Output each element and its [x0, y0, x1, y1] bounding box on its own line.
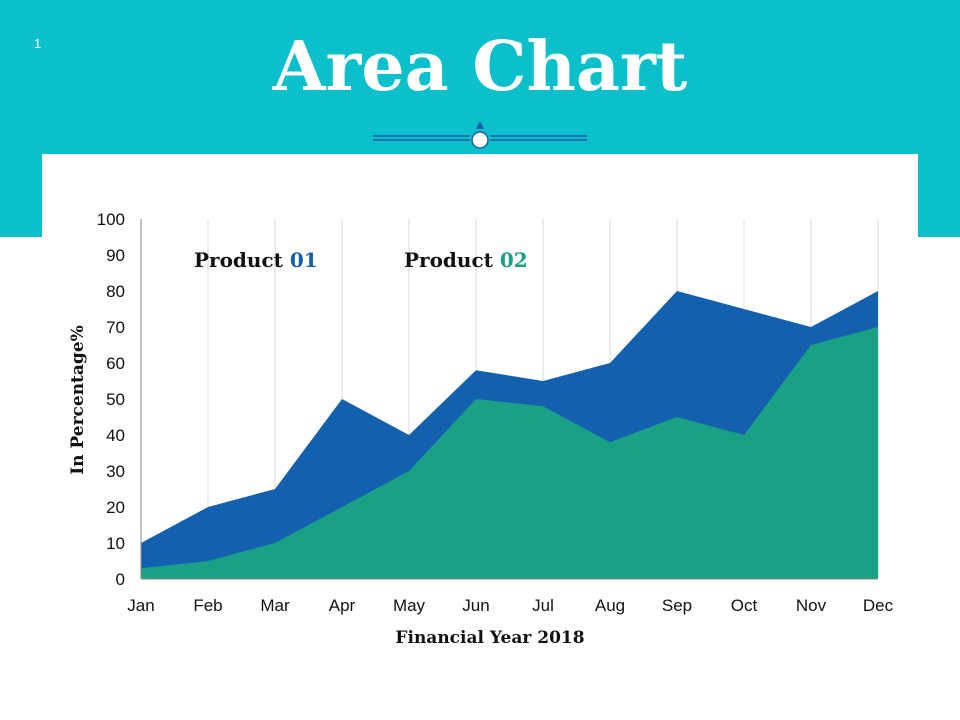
y-tick-label: 80	[106, 282, 125, 301]
y-tick-label: 60	[106, 354, 125, 373]
x-tick-label: Apr	[329, 596, 356, 615]
y-tick-label: 40	[106, 426, 125, 445]
title-divider	[373, 121, 587, 149]
y-tick-label: 70	[106, 318, 125, 337]
x-tick-label: Mar	[260, 596, 290, 615]
slide-title: Area Chart	[272, 27, 688, 107]
legend-product-02-num: 02	[499, 248, 528, 272]
x-tick-label: Jun	[462, 596, 489, 615]
x-tick-label: Aug	[595, 596, 625, 615]
legend-product-02-label: Product	[404, 248, 500, 272]
y-tick-label: 50	[106, 390, 125, 409]
y-tick-label: 20	[106, 498, 125, 517]
area-layer	[141, 291, 878, 579]
x-tick-label: Jul	[532, 596, 554, 615]
x-tick-label: Oct	[731, 596, 758, 615]
y-tick-label: 30	[106, 462, 125, 481]
legend-product-01-num: 01	[289, 248, 318, 272]
x-tick-label: Dec	[863, 596, 894, 615]
y-tick-label: 90	[106, 246, 125, 265]
x-tick-label: May	[393, 596, 426, 615]
legend-product-01-label: Product	[194, 248, 290, 272]
x-tick-label: Jan	[127, 596, 154, 615]
x-tick-label: Sep	[662, 596, 692, 615]
x-tick-label: Nov	[796, 596, 827, 615]
x-tick-label: Feb	[193, 596, 222, 615]
slide-number: 1	[34, 36, 42, 51]
y-tick-label: 0	[116, 570, 125, 589]
axis-layer	[140, 219, 878, 580]
y-axis-title: In Percentage%	[68, 325, 88, 475]
area-series-2	[141, 327, 878, 579]
y-tick-label: 100	[97, 210, 125, 229]
x-axis-title: Financial Year 2018	[395, 628, 585, 648]
y-tick-label: 10	[106, 534, 125, 553]
legend-product-02: Product 02	[404, 248, 528, 272]
legend-product-01: Product 01	[194, 248, 318, 272]
